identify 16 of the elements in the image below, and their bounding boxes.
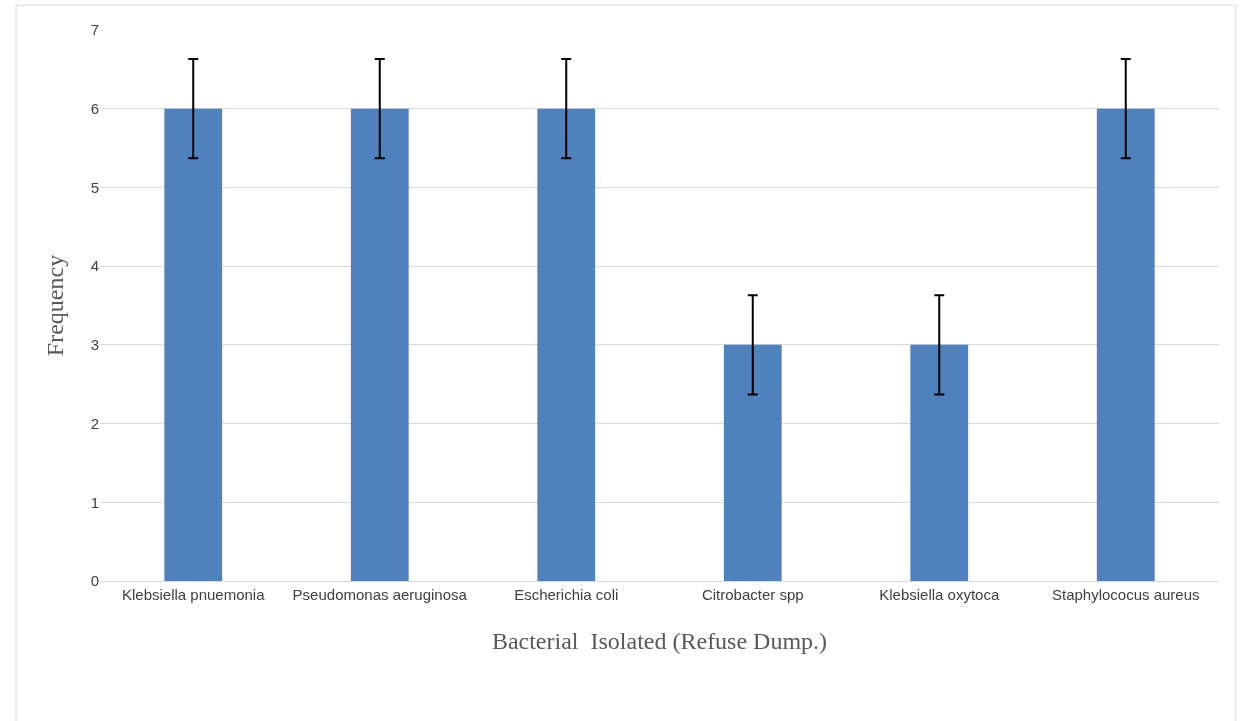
y-tick-label: 1 — [90, 493, 99, 511]
x-tick-label: Klebsiella pnuemonia — [121, 586, 266, 603]
y-tick-label: 7 — [90, 21, 99, 39]
y-tick-label: 2 — [90, 414, 99, 432]
y-tick-label: 4 — [90, 257, 99, 275]
y-tick-label: 3 — [90, 336, 99, 354]
y-tick-label: 0 — [90, 572, 99, 590]
x-tick-label: Pseudomonas aeruginosa — [292, 586, 468, 603]
x-tick-label: Klebsiella oxytoca — [879, 586, 1000, 603]
x-tick-label: Staphylococus aureus — [1051, 586, 1200, 603]
y-axis-title: Frequency — [41, 254, 68, 357]
y-tick-label: 5 — [90, 178, 99, 196]
x-axis-title: Bacterial Isolated (Refuse Dump.) — [491, 628, 828, 655]
y-tick-label: 6 — [90, 99, 99, 117]
x-tick-label: Citrobacter spp — [701, 586, 804, 603]
x-tick-label: Escherichia coli — [514, 586, 619, 603]
